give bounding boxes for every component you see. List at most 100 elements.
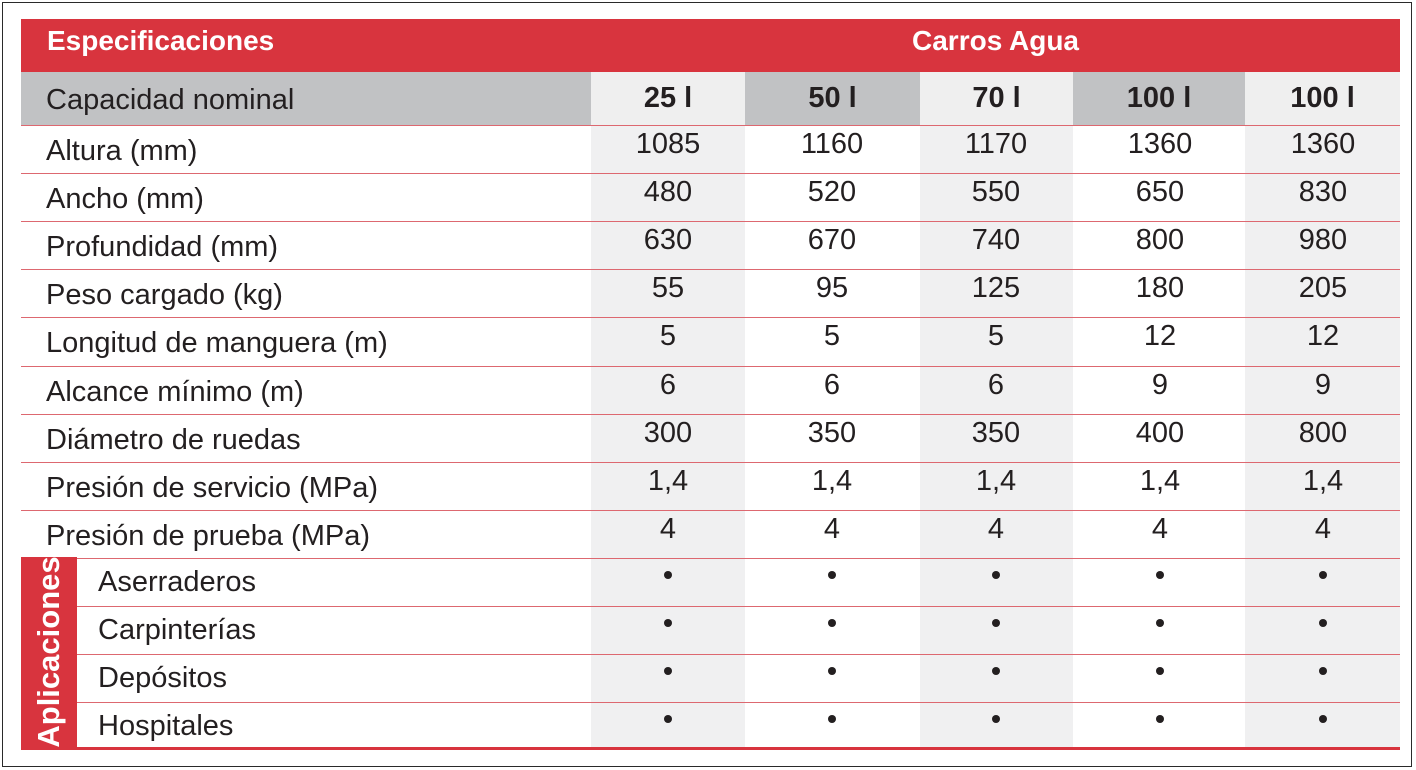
- application-label: Aserraderos: [98, 566, 256, 598]
- applications-side-label: Aplicaciones: [21, 557, 77, 748]
- spec-row-label: Diámetro de ruedas: [46, 424, 301, 456]
- column-shade-3: [920, 125, 1073, 748]
- spec-value: 1,4: [811, 465, 853, 497]
- spec-row-label: Peso cargado (kg): [46, 279, 283, 311]
- row-divider: [21, 510, 1400, 511]
- spec-value: 125: [971, 272, 1021, 304]
- spec-value: 9: [1151, 369, 1169, 401]
- spec-value: 1,4: [1139, 465, 1181, 497]
- spec-row-label: Altura (mm): [46, 135, 198, 167]
- spec-row-label: Alcance mínimo (m): [46, 376, 304, 408]
- capacity-col-2: 50 l: [745, 72, 920, 125]
- applies-dot: [828, 667, 836, 675]
- spec-value: 350: [807, 417, 857, 449]
- spec-value: 4: [659, 513, 677, 545]
- spec-row-label: Profundidad (mm): [46, 231, 279, 263]
- row-divider: [77, 702, 1400, 703]
- spec-value: 520: [807, 176, 857, 208]
- specs-title: Especificaciones: [47, 25, 275, 56]
- applies-dot: [1156, 619, 1164, 627]
- applies-dot: [1156, 571, 1164, 579]
- spec-value: 9: [1314, 369, 1332, 401]
- spec-value: 180: [1135, 272, 1185, 304]
- row-divider: [77, 606, 1400, 607]
- applies-dot: [992, 571, 1000, 579]
- spec-value: 4: [1151, 513, 1169, 545]
- applies-dot: [1319, 715, 1327, 723]
- row-divider: [21, 462, 1400, 463]
- row-divider: [21, 366, 1400, 367]
- applies-dot: [664, 715, 672, 723]
- header-bar: [21, 19, 1400, 72]
- spec-value: 6: [659, 369, 677, 401]
- spec-row-label: Presión de prueba (MPa): [46, 520, 370, 552]
- spec-value: 1085: [635, 128, 701, 160]
- applies-dot: [828, 571, 836, 579]
- spec-value: 6: [987, 369, 1005, 401]
- application-label: Depósitos: [98, 662, 227, 694]
- row-divider: [21, 125, 1400, 126]
- spec-value: 650: [1135, 176, 1185, 208]
- capacity-col-4: 100 l: [1073, 72, 1245, 125]
- applies-dot: [664, 571, 672, 579]
- spec-value: 740: [971, 224, 1021, 256]
- applies-dot: [1156, 715, 1164, 723]
- spec-value: 300: [643, 417, 693, 449]
- applies-dot: [664, 619, 672, 627]
- spec-value: 5: [659, 320, 677, 352]
- spec-value: 4: [1314, 513, 1332, 545]
- spec-value: 4: [987, 513, 1005, 545]
- bottom-rule: [21, 747, 1400, 750]
- spec-value: 1,4: [975, 465, 1017, 497]
- row-divider: [21, 173, 1400, 174]
- capacity-col-5: 100 l: [1245, 72, 1400, 125]
- row-divider: [77, 654, 1400, 655]
- applications-label: Aplicaciones: [31, 557, 66, 748]
- capacity-label: Capacidad nominal: [46, 84, 295, 116]
- spec-value: 480: [643, 176, 693, 208]
- applies-dot: [1319, 667, 1327, 675]
- spec-value: 6: [823, 369, 841, 401]
- spec-value: 830: [1298, 176, 1348, 208]
- applies-dot: [992, 619, 1000, 627]
- capacity-label-cell: [21, 72, 591, 125]
- spec-value: 1,4: [1302, 465, 1344, 497]
- applies-dot: [828, 619, 836, 627]
- spec-value: 12: [1306, 320, 1340, 352]
- row-divider: [21, 317, 1400, 318]
- row-divider: [21, 269, 1400, 270]
- column-shade-5: [1245, 125, 1400, 748]
- applies-dot: [992, 715, 1000, 723]
- applies-dot: [828, 715, 836, 723]
- spec-row-label: Ancho (mm): [46, 183, 204, 215]
- applies-dot: [1156, 667, 1164, 675]
- spec-value: 350: [971, 417, 1021, 449]
- application-label: Hospitales: [98, 710, 234, 742]
- spec-value: 980: [1298, 224, 1348, 256]
- spec-value: 1,4: [647, 465, 689, 497]
- spec-value: 55: [651, 272, 685, 304]
- spec-value: 550: [971, 176, 1021, 208]
- product-title: Carros Agua: [912, 25, 1080, 56]
- row-divider: [77, 558, 1400, 559]
- spec-row-label: Longitud de manguera (m): [46, 327, 388, 359]
- row-divider: [21, 221, 1400, 222]
- applies-dot: [1319, 571, 1327, 579]
- spec-value: 630: [643, 224, 693, 256]
- applies-dot: [664, 667, 672, 675]
- capacity-col-3: 70 l: [920, 72, 1073, 125]
- capacity-col-1: 25 l: [591, 72, 745, 125]
- spec-value: 5: [987, 320, 1005, 352]
- spec-value: 670: [807, 224, 857, 256]
- spec-value: 12: [1143, 320, 1177, 352]
- spec-value: 400: [1135, 417, 1185, 449]
- spec-value: 1160: [800, 128, 864, 160]
- spec-value: 800: [1298, 417, 1348, 449]
- spec-value: 4: [823, 513, 841, 545]
- application-label: Carpinterías: [98, 614, 256, 646]
- spec-value: 205: [1298, 272, 1348, 304]
- spec-value: 5: [823, 320, 841, 352]
- applies-dot: [1319, 619, 1327, 627]
- spec-value: 1170: [964, 128, 1028, 160]
